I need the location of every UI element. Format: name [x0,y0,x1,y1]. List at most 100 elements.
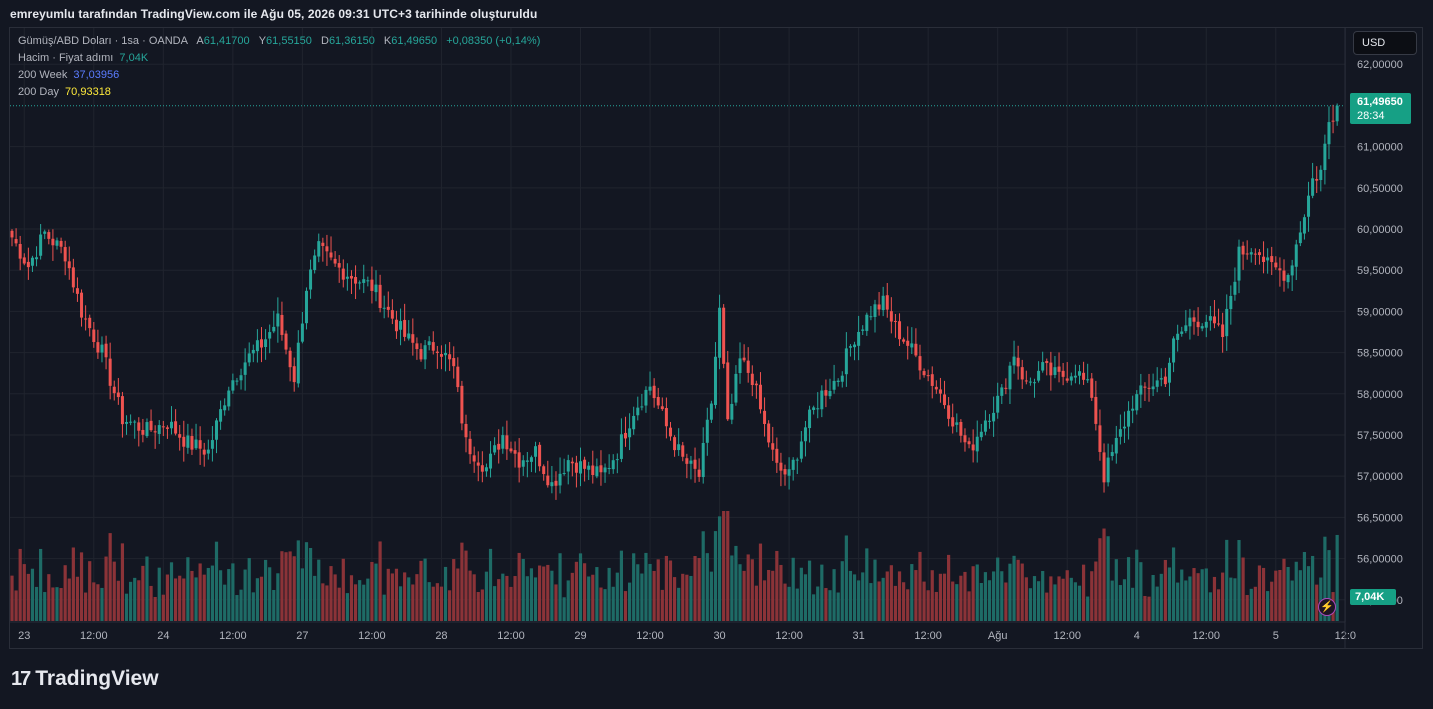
volume-bar [1016,559,1020,621]
candle-body [566,460,570,472]
candle-body [493,445,497,453]
volume-bar [1061,578,1065,621]
volume-bar [1081,564,1086,621]
volume-bar [738,564,742,621]
candle-body [517,452,521,468]
candle-body [26,261,30,268]
candle-body [652,385,656,399]
volume-bar [967,591,971,621]
x-tick-label: 12:00 [1193,630,1221,642]
y-tick-label: 59,50000 [1357,265,1403,277]
volume-bar [1086,596,1090,621]
volume-bar [210,565,215,621]
candle-body [415,343,419,350]
volume-bar [992,571,996,621]
volume-bar [779,564,783,621]
candle-body [108,358,112,386]
legend-change: +0,08350 (+0,14%) [446,35,541,47]
candle-body [1192,317,1196,322]
candle-body [889,311,893,322]
volume-bar [1167,567,1172,621]
volume-bar [460,542,464,621]
tradingview-logo[interactable]: 17 TradingView [11,667,159,691]
candle-body [579,461,583,474]
volume-bar [108,533,112,621]
candle-body [767,423,771,443]
volume-bar [979,582,983,621]
legend-low-label: D [320,35,329,47]
candle-body [1245,253,1249,255]
volume-bar [1012,555,1016,621]
candle-body [820,390,824,410]
candle-body [1286,275,1290,283]
volume-bar [120,543,125,621]
candle-body [120,396,124,425]
candle-body [632,415,636,430]
candle-body [174,421,178,434]
legend-symbol[interactable]: Gümüş/ABD Doları · 1sa · OANDA [18,35,188,47]
candle-body [439,354,443,357]
volume-bar [1274,570,1278,621]
volume-bar [619,550,624,621]
volume-bar [403,572,407,621]
volume-bar [96,584,100,621]
volume-bar [484,571,489,621]
volume-bar [1041,570,1045,621]
legend-ma-day[interactable]: 200 Day 70,93318 [18,86,111,98]
volume-bar [742,570,746,621]
volume-bar [697,557,701,621]
candle-body [877,304,881,310]
volume-bar [517,552,521,621]
candle-body [1253,253,1257,255]
x-tick-label: 12:00 [358,630,386,642]
volume-bar [1249,588,1253,621]
candle-body [55,240,59,246]
volume-bar [206,567,210,621]
candle-body [824,390,828,396]
volume-bar [644,552,648,621]
candle-body [1274,262,1278,268]
y-tick-label: 60,00000 [1357,224,1403,236]
candle-body [403,319,407,337]
currency-button[interactable]: USD [1353,31,1417,55]
y-tick-label: 57,00000 [1357,471,1403,483]
candle-body [468,438,472,455]
candle-body [304,290,308,324]
candle-body [497,443,501,450]
volume-bar [190,570,194,621]
candle-body [1094,396,1098,424]
legend-ma-week[interactable]: 200 Week 37,03956 [18,69,119,81]
candle-body [427,341,431,346]
last-price: 61,49650 [1357,96,1403,108]
volume-bar [39,548,43,621]
chart-caption: emreyumlu tarafından TradingView.com ile… [10,7,538,21]
candle-body [1049,362,1053,376]
candle-body [656,396,660,406]
legend-volume[interactable]: Hacim · Fiyat adımı 7,04K [18,52,148,64]
x-tick-label: Ağu [988,630,1008,642]
candle-body [382,307,386,309]
candle-body [677,444,681,451]
candle-body [22,257,26,264]
candle-body [374,284,378,293]
volume-bar [1114,559,1118,621]
y-tick-label: 56,50000 [1357,512,1403,524]
candle-body [215,420,218,440]
volume-bar [1122,579,1127,621]
candle-body [910,343,914,348]
candle-body [329,252,333,258]
volume-bar [1200,569,1204,621]
candle-body [1028,381,1032,383]
volume-bar [133,577,137,621]
volume-bar [10,575,14,621]
candle-body [1118,429,1122,437]
candle-body [783,469,787,475]
volume-bar [1077,585,1082,621]
candle-body [407,333,411,339]
candle-body [775,448,779,463]
candle-body [484,467,488,472]
volume-bar [263,559,268,621]
volume-bar [885,571,889,621]
lightning-icon[interactable]: ⚡ [1318,598,1336,616]
